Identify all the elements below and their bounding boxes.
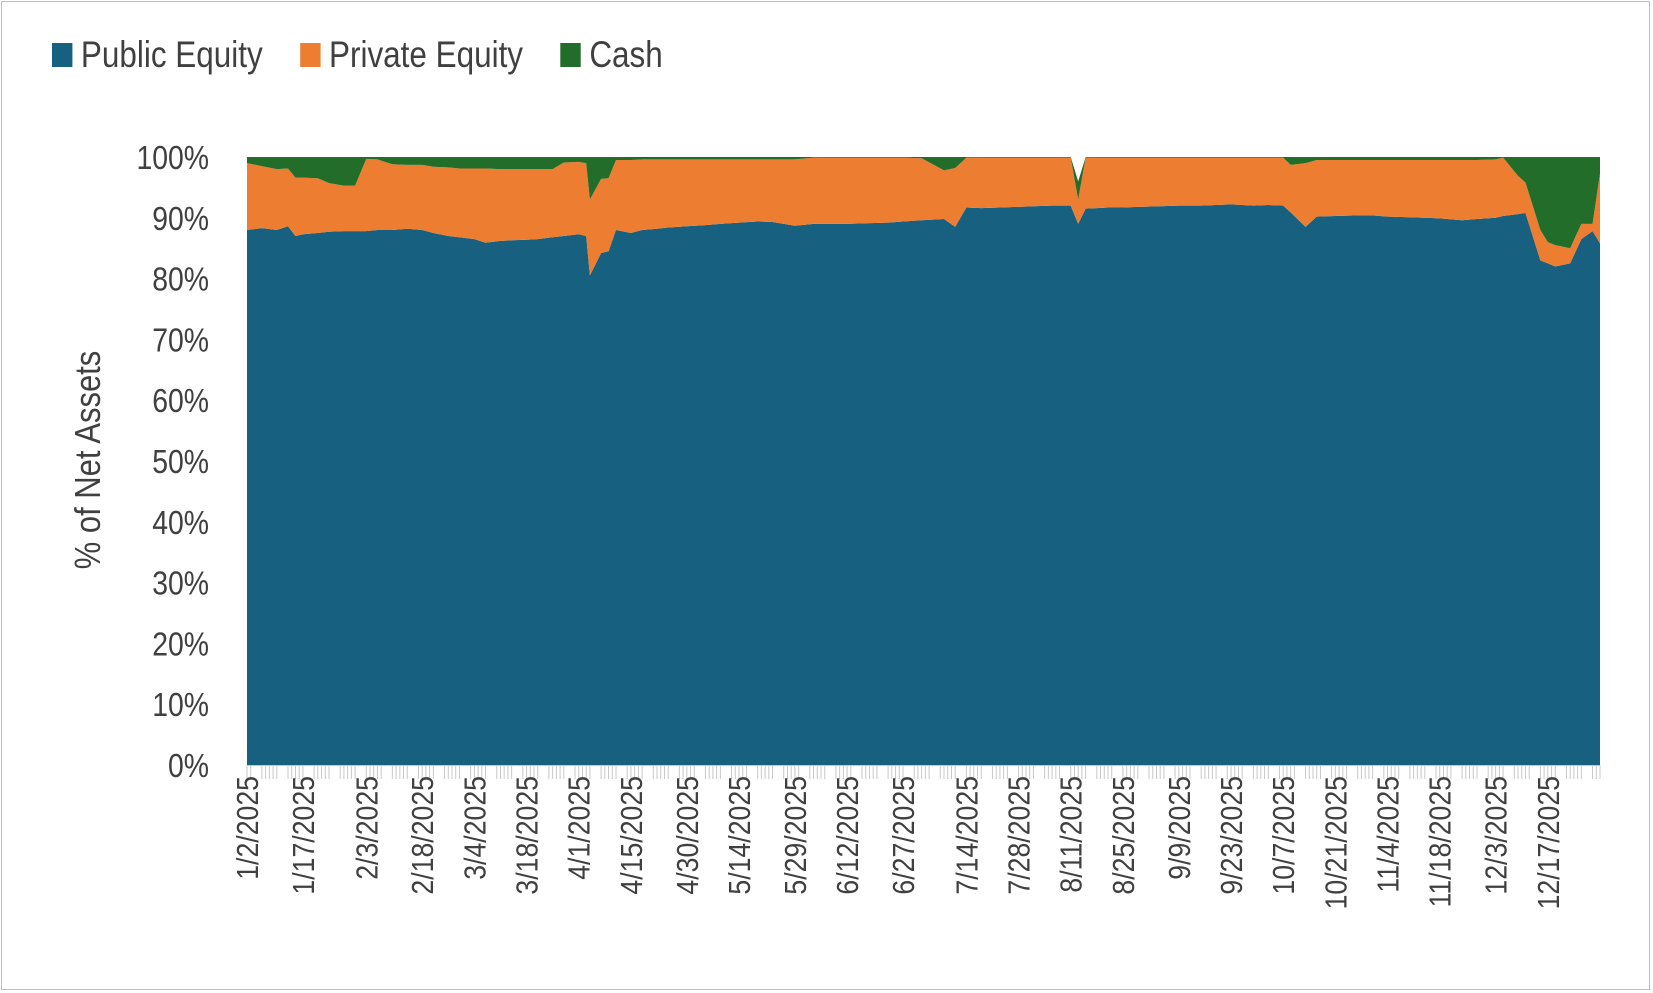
legend-item-public-equity: Public Equity bbox=[52, 34, 263, 76]
x-tick-label: 12/3/2025 bbox=[1480, 776, 1514, 895]
x-tick-label: 7/28/2025 bbox=[1003, 776, 1037, 895]
legend: Public Equity Private Equity Cash bbox=[52, 34, 700, 76]
legend-item-cash: Cash bbox=[560, 34, 663, 76]
x-tick-label: 9/9/2025 bbox=[1163, 776, 1197, 880]
x-tick-label: 1/17/2025 bbox=[287, 776, 321, 895]
y-tick-label: 90% bbox=[152, 200, 209, 238]
area-public-equity bbox=[247, 204, 1600, 766]
y-axis-ticks: 0% 10% 20% 30% 40% 50% 60% 70% 80% 90% 100% bbox=[136, 139, 209, 785]
y-axis-label: % of Net Assets bbox=[69, 351, 109, 569]
x-tick-label: 9/23/2025 bbox=[1215, 776, 1249, 895]
y-tick-label: 0% bbox=[168, 747, 209, 785]
x-tick-label: 4/1/2025 bbox=[563, 776, 597, 880]
x-tick-label: 1/2/2025 bbox=[231, 776, 265, 880]
x-tick-label: 8/25/2025 bbox=[1107, 776, 1141, 895]
y-tick-label: 80% bbox=[152, 261, 209, 299]
y-tick-label: 50% bbox=[152, 443, 209, 481]
y-tick-label: 70% bbox=[152, 321, 209, 359]
x-tick-label: 5/14/2025 bbox=[723, 776, 757, 895]
y-tick-label: 20% bbox=[152, 625, 209, 663]
legend-swatch-cash bbox=[560, 43, 581, 67]
x-tick-label: 11/4/2025 bbox=[1372, 776, 1406, 893]
x-tick-label: 2/3/2025 bbox=[350, 776, 384, 880]
x-tick-label: 8/11/2025 bbox=[1055, 776, 1089, 893]
x-tick-label: 4/15/2025 bbox=[615, 776, 649, 895]
area-private-equity bbox=[247, 157, 1600, 276]
legend-label-cash: Cash bbox=[589, 34, 663, 75]
y-tick-label: 100% bbox=[136, 139, 209, 177]
y-tick-label: 60% bbox=[152, 382, 209, 420]
x-tick-label: 3/18/2025 bbox=[511, 776, 545, 895]
x-tick-label: 4/30/2025 bbox=[671, 776, 705, 895]
y-tick-label: 40% bbox=[152, 504, 209, 542]
y-tick-label: 10% bbox=[152, 686, 209, 724]
legend-swatch-public-equity bbox=[52, 43, 73, 67]
legend-swatch-private-equity bbox=[300, 43, 321, 67]
x-tick-label: 10/7/2025 bbox=[1267, 776, 1301, 895]
x-tick-label: 11/18/2025 bbox=[1424, 776, 1458, 907]
x-tick-label: 2/18/2025 bbox=[406, 776, 440, 895]
x-tick-label: 7/14/2025 bbox=[951, 776, 985, 895]
x-tick-label: 10/21/2025 bbox=[1320, 776, 1354, 909]
legend-item-private-equity: Private Equity bbox=[300, 34, 523, 76]
x-tick-label: 3/4/2025 bbox=[459, 776, 493, 880]
legend-label-private-equity: Private Equity bbox=[329, 34, 524, 75]
x-tick-label: 6/12/2025 bbox=[831, 776, 865, 895]
y-tick-label: 30% bbox=[152, 565, 209, 603]
x-tick-label: 12/17/2025 bbox=[1532, 776, 1566, 909]
x-axis: 1/2/2025 1/17/2025 2/3/2025 2/18/2025 3/4/20… bbox=[231, 765, 1601, 909]
x-tick-label: 5/29/2025 bbox=[779, 776, 813, 895]
legend-label-public-equity: Public Equity bbox=[80, 34, 263, 75]
area-layer bbox=[247, 157, 1600, 766]
x-tick-label: 6/27/2025 bbox=[887, 776, 921, 895]
